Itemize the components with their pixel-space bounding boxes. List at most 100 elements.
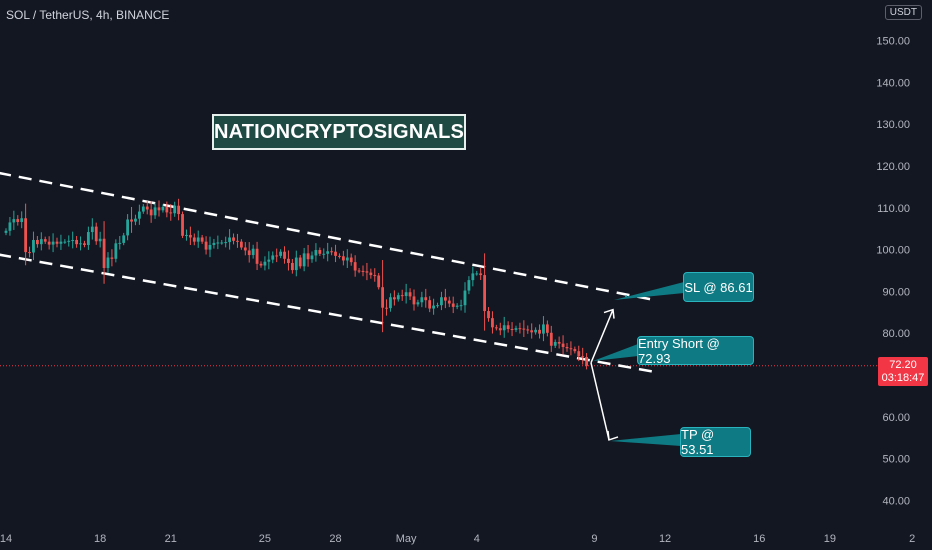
candle-body[interactable] <box>459 305 463 307</box>
candle-body[interactable] <box>483 275 487 312</box>
candle-body[interactable] <box>432 305 436 309</box>
candle-body[interactable] <box>43 239 47 242</box>
candle-body[interactable] <box>208 245 212 250</box>
candle-body[interactable] <box>534 329 538 333</box>
candle-body[interactable] <box>369 272 373 276</box>
candle-body[interactable] <box>130 219 133 222</box>
candle-body[interactable] <box>518 328 522 330</box>
candle-body[interactable] <box>455 305 459 307</box>
candle-body[interactable] <box>79 243 82 245</box>
candle-body[interactable] <box>353 262 357 271</box>
candle-body[interactable] <box>228 237 232 243</box>
candle-body[interactable] <box>467 280 471 291</box>
take-profit-callout[interactable]: TP @ 53.51 <box>680 427 751 457</box>
candle-body[interactable] <box>86 232 90 246</box>
candle-body[interactable] <box>67 240 71 242</box>
candle-body[interactable] <box>510 329 514 331</box>
candle-body[interactable] <box>165 206 169 213</box>
candle-body[interactable] <box>239 241 243 248</box>
symbol-header[interactable]: SOL / TetherUS, 4h, BINANCE <box>6 8 170 22</box>
candle-body[interactable] <box>181 214 184 236</box>
entry-callout[interactable]: Entry Short @ 72.93 <box>637 336 754 366</box>
candle-body[interactable] <box>224 242 228 244</box>
candle-body[interactable] <box>502 325 506 331</box>
candle-body[interactable] <box>573 349 577 352</box>
candle-body[interactable] <box>51 241 55 245</box>
candle-body[interactable] <box>491 318 494 328</box>
candle-body[interactable] <box>349 257 353 263</box>
candle-body[interactable] <box>436 305 439 307</box>
candle-body[interactable] <box>506 325 510 330</box>
candle-body[interactable] <box>487 311 490 319</box>
candle-body[interactable] <box>63 241 67 243</box>
candle-body[interactable] <box>549 332 553 346</box>
candle-body[interactable] <box>185 234 188 236</box>
candle-body[interactable] <box>557 341 561 344</box>
candle-body[interactable] <box>98 238 102 242</box>
candle-body[interactable] <box>232 237 235 241</box>
channel-lower-line[interactable] <box>0 253 654 373</box>
candle-body[interactable] <box>16 219 20 223</box>
candle-body[interactable] <box>263 261 267 266</box>
candle-body[interactable] <box>361 270 365 272</box>
stop-loss-callout[interactable]: SL @ 86.61 <box>683 272 754 302</box>
candle-body[interactable] <box>145 206 149 210</box>
candle-body[interactable] <box>314 250 318 256</box>
candle-body[interactable] <box>212 242 216 246</box>
candle-body[interactable] <box>302 253 306 267</box>
candle-body[interactable] <box>443 297 447 301</box>
candle-body[interactable] <box>357 270 361 272</box>
candle-body[interactable] <box>365 271 369 273</box>
candle-body[interactable] <box>494 327 498 329</box>
candle-body[interactable] <box>381 287 385 308</box>
candle-body[interactable] <box>310 255 314 260</box>
candle-body[interactable] <box>522 328 526 330</box>
candle-body[interactable] <box>577 351 581 357</box>
candle-body[interactable] <box>479 273 483 276</box>
candle-body[interactable] <box>71 239 75 241</box>
candle-body[interactable] <box>526 329 530 331</box>
candle-body[interactable] <box>59 241 63 244</box>
candle-body[interactable] <box>404 292 408 296</box>
candle-body[interactable] <box>498 328 502 331</box>
candle-body[interactable] <box>75 239 79 245</box>
candle-body[interactable] <box>471 273 475 281</box>
candle-body[interactable] <box>122 235 126 243</box>
candle-body[interactable] <box>447 300 451 304</box>
candle-body[interactable] <box>204 241 208 250</box>
candle-body[interactable] <box>542 324 545 334</box>
candle-body[interactable] <box>440 297 443 306</box>
candle-body[interactable] <box>90 226 94 233</box>
candle-body[interactable] <box>392 297 396 300</box>
candle-body[interactable] <box>279 251 283 256</box>
candle-body[interactable] <box>39 239 43 245</box>
candle-body[interactable] <box>161 206 165 211</box>
candle-body[interactable] <box>389 297 392 309</box>
candle-body[interactable] <box>20 218 24 223</box>
candle-body[interactable] <box>200 237 204 242</box>
candle-body[interactable] <box>83 243 86 246</box>
candle-body[interactable] <box>326 251 330 254</box>
candle-body[interactable] <box>530 330 534 333</box>
candle-body[interactable] <box>400 295 404 297</box>
candle-body[interactable] <box>192 237 196 242</box>
candle-body[interactable] <box>4 230 8 233</box>
trend-channel[interactable] <box>0 171 654 373</box>
candle-body[interactable] <box>28 252 31 254</box>
candle-body[interactable] <box>290 262 294 271</box>
candle-body[interactable] <box>149 209 153 216</box>
candle-body[interactable] <box>428 300 432 309</box>
candle-body[interactable] <box>196 237 200 242</box>
candle-body[interactable] <box>463 290 467 306</box>
candle-body[interactable] <box>32 239 35 253</box>
candle-body[interactable] <box>298 257 302 267</box>
candle-body[interactable] <box>251 248 255 256</box>
candle-body[interactable] <box>137 211 141 219</box>
candle-body[interactable] <box>55 241 59 244</box>
x-axis[interactable]: 14 18 21 25 28 May 4 9 12 16 19 2 <box>0 533 915 545</box>
candle-body[interactable] <box>177 205 181 215</box>
candle-body[interactable] <box>47 241 51 245</box>
candle-body[interactable] <box>561 343 565 347</box>
candle-body[interactable] <box>271 255 275 260</box>
